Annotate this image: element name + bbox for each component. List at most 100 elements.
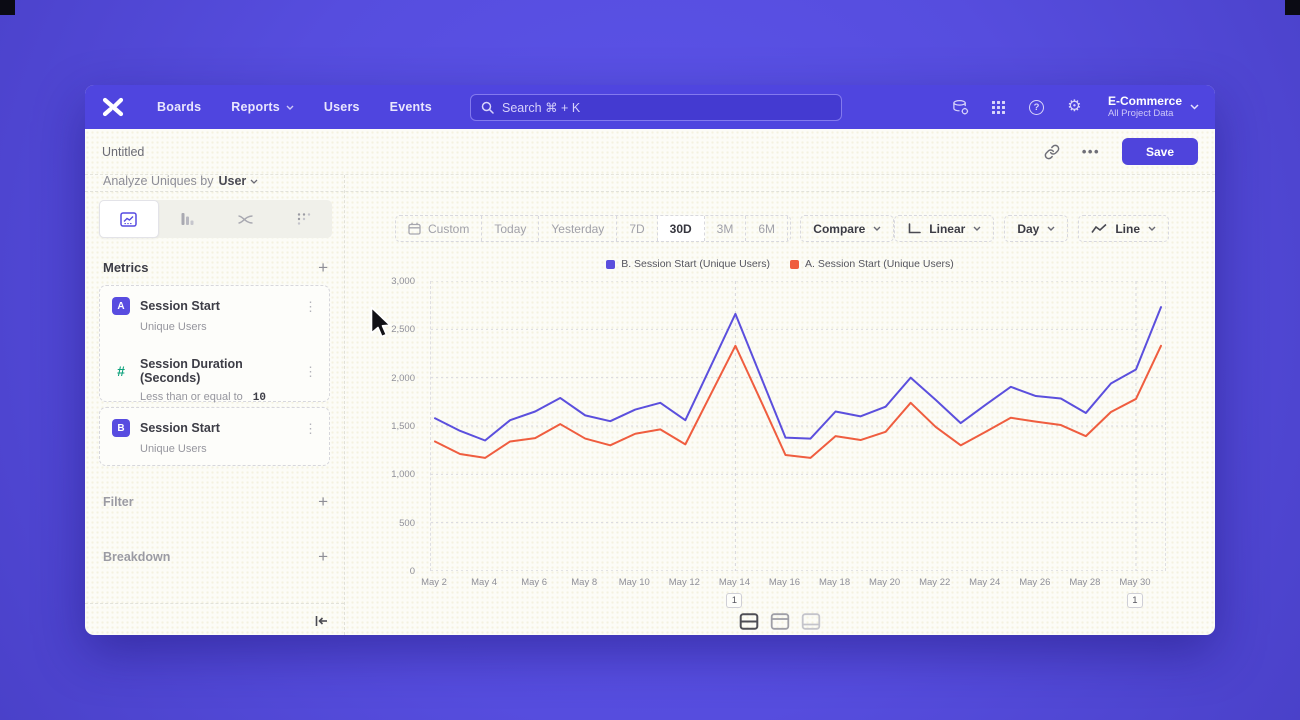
metric-menu-icon[interactable]: ⋮ [304, 363, 317, 379]
project-switcher[interactable]: E-Commerce All Project Data [1108, 95, 1199, 119]
x-tick-label: May 30 [1119, 577, 1151, 588]
search-placeholder: Search ⌘ + K [502, 100, 581, 115]
x-tick-label: May 22 [919, 577, 951, 588]
metric-menu-icon[interactable]: ⋮ [304, 298, 317, 314]
nav-right-controls: ? ⚙ E-Commerce All Project Data [952, 85, 1199, 129]
nav-item-reports[interactable]: Reports [231, 100, 294, 114]
nav-item-users[interactable]: Users [323, 100, 360, 114]
more-options-icon[interactable]: ••• [1081, 144, 1100, 159]
data-connections-icon[interactable] [952, 99, 969, 116]
metric-badge-a: A [112, 297, 130, 315]
series-line-b[interactable] [434, 306, 1162, 442]
tab-funnels[interactable] [159, 200, 217, 238]
metric-subtitle[interactable]: Unique Users [140, 321, 207, 333]
top-nav: Boards Reports Users Events Search ⌘ + K [85, 85, 1215, 129]
chart-canvas[interactable] [431, 280, 1165, 572]
report-header: Untitled ••• Save [85, 129, 1215, 175]
filter-section: Filter + [103, 492, 328, 511]
series-line-a[interactable] [434, 344, 1162, 459]
scale-dropdown[interactable]: Linear [894, 215, 995, 242]
metrics-title: Metrics [103, 260, 149, 275]
chart-plot[interactable] [430, 280, 1166, 572]
collapse-sidebar-icon[interactable] [314, 615, 328, 627]
line-chart-icon [1091, 223, 1107, 233]
chevron-down-icon [250, 179, 258, 184]
analyze-label: Analyze Uniques by [103, 174, 214, 188]
layout-toggle-group [739, 613, 821, 630]
chart-type-dropdown[interactable]: Line [1078, 215, 1169, 242]
report-title[interactable]: Untitled [102, 144, 145, 159]
add-filter-button[interactable]: + [318, 492, 328, 511]
range-custom[interactable]: Custom [396, 216, 483, 241]
report-content: Analyze Uniques by User [85, 172, 1215, 635]
annotation-chip[interactable]: 1 [1126, 593, 1143, 608]
settings-icon[interactable]: ⚙ [1067, 98, 1082, 115]
flows-icon [238, 214, 253, 224]
layout-table-view-icon[interactable] [801, 613, 821, 630]
chart-panel: Custom Today Yesterday 7D 30D 3M 6M 12M … [345, 175, 1215, 635]
metric-badge-b: B [112, 419, 130, 437]
range-yesterday[interactable]: Yesterday [539, 216, 618, 241]
range-today[interactable]: Today [482, 216, 540, 241]
y-tick-label: 2,000 [391, 372, 415, 384]
breakdown-section: Breakdown + [103, 547, 328, 566]
metric-row-duration[interactable]: # Session Duration (Seconds) ⋮ Less than… [100, 346, 329, 404]
range-3m[interactable]: 3M [705, 216, 747, 241]
y-tick-label: 2,500 [391, 324, 415, 336]
y-tick-label: 3,000 [391, 276, 415, 287]
add-metric-button[interactable]: + [318, 258, 328, 277]
nav-menu: Boards Reports Users Events [157, 100, 432, 114]
save-button[interactable]: Save [1122, 138, 1198, 165]
project-subtitle: All Project Data [1107, 108, 1174, 119]
nav-item-events[interactable]: Events [389, 100, 432, 114]
x-tick-label: May 24 [969, 577, 1001, 588]
x-tick-label: May 28 [1069, 577, 1101, 588]
help-icon[interactable]: ? [1028, 99, 1045, 116]
legend-item-b[interactable]: B. Session Start (Unique Users) [606, 258, 770, 270]
nav-item-boards[interactable]: Boards [157, 100, 202, 114]
metric-row-a[interactable]: A Session Start ⋮ Unique Users [100, 286, 329, 333]
analyze-uniques-row[interactable]: Analyze Uniques by User [103, 172, 258, 190]
range-7d[interactable]: 7D [617, 216, 658, 241]
numeric-property-icon: # [117, 363, 125, 379]
metric-row-b[interactable]: B Session Start ⋮ Unique Users [100, 408, 329, 455]
range-12m[interactable]: 12M [788, 216, 790, 241]
share-link-icon[interactable] [1044, 144, 1060, 160]
x-tick-label: May 8 [571, 577, 598, 588]
mixpanel-logo-icon[interactable] [101, 97, 125, 117]
chevron-down-icon [1190, 104, 1199, 110]
range-30d[interactable]: 30D [657, 216, 705, 241]
y-tick-label: 500 [399, 517, 415, 529]
analyze-value-dropdown[interactable]: User [218, 174, 258, 188]
x-tick-label: May 16 [768, 577, 801, 588]
add-breakdown-button[interactable]: + [318, 547, 328, 566]
calendar-icon [408, 222, 421, 235]
metric-subtitle[interactable]: Unique Users [140, 443, 207, 455]
tab-flows[interactable] [217, 200, 275, 238]
layout-split-view-icon[interactable] [739, 613, 759, 630]
apps-grid-icon[interactable] [990, 99, 1007, 116]
y-tick-label: 1,000 [391, 469, 415, 481]
x-tick-label: May 20 [869, 577, 901, 588]
metric-filter-condition[interactable]: Less than or equal to 10 [140, 391, 266, 404]
range-6m[interactable]: 6M [746, 216, 789, 241]
metric-card-group: B Session Start ⋮ Unique Users [99, 407, 330, 466]
granularity-dropdown[interactable]: Day [1004, 215, 1069, 242]
tab-retention[interactable] [274, 200, 332, 238]
metric-menu-icon[interactable]: ⋮ [304, 420, 317, 436]
x-tick-label: May 18 [818, 577, 851, 588]
layout-chart-view-icon[interactable] [770, 613, 790, 630]
search-input[interactable]: Search ⌘ + K [470, 93, 842, 121]
tab-insights[interactable] [99, 200, 159, 238]
retention-dots-icon [297, 213, 310, 225]
compare-dropdown[interactable]: Compare [800, 215, 895, 242]
x-tick-label: May 14 [718, 577, 750, 588]
annotation-chip[interactable]: 1 [726, 593, 743, 608]
filter-value[interactable]: 10 [252, 392, 266, 404]
chart-type-tabs [99, 200, 332, 238]
legend-swatch-b [606, 259, 616, 269]
chart-y-axis: 0 500 1,000 1,500 2,000 2,500 3,000 [363, 276, 423, 577]
legend-item-a[interactable]: A. Session Start (Unique Users) [790, 258, 954, 270]
query-sidebar: Analyze Uniques by User [85, 172, 345, 635]
